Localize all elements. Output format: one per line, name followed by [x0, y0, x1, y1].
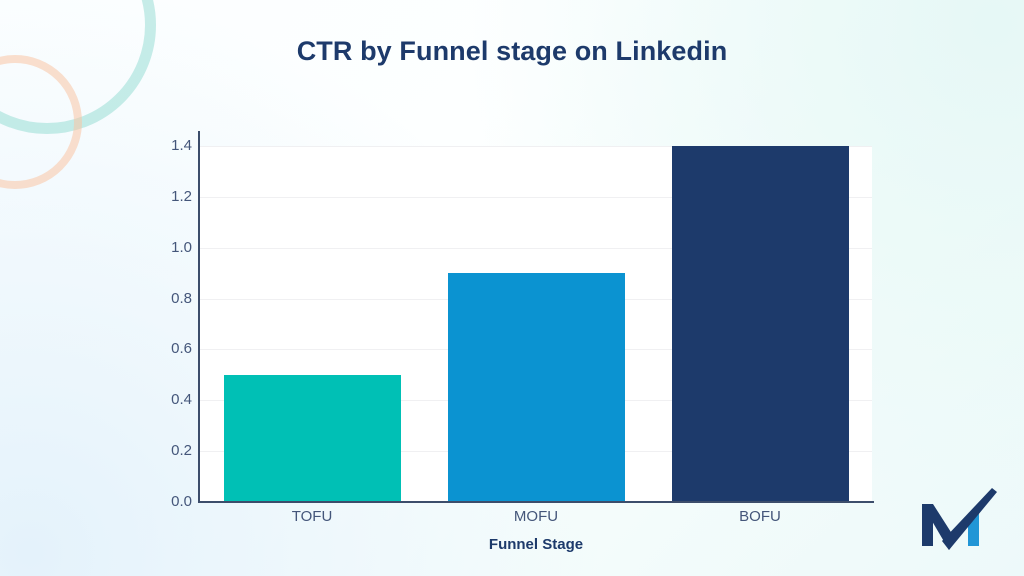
y-tick-label: 1.2: [171, 187, 192, 205]
y-tick-label: 1.0: [171, 238, 192, 256]
decorative-mint-circle: [0, 0, 156, 134]
chart-title: CTR by Funnel stage on Linkedin: [296, 36, 728, 66]
y-tick-label: 0.8: [171, 289, 192, 307]
y-tick-label: 1.4: [171, 137, 192, 154]
y-tick-label: 0.4: [171, 391, 192, 409]
y-tick-label: 0.6: [171, 340, 192, 358]
x-tick-label-bofu: BOFU: [739, 508, 781, 525]
brand-logo-icon: [922, 488, 997, 550]
y-tick-label: 0.0: [171, 493, 192, 510]
gridline: [200, 247, 872, 249]
decorative-peach-circle: [0, 55, 82, 189]
gridline: [200, 146, 872, 147]
bar-tofu: [223, 374, 401, 502]
x-axis-spine: [198, 501, 874, 504]
x-tick-label-tofu: TOFU: [291, 508, 333, 525]
bar-mofu: [447, 273, 625, 502]
y-axis-spine: [198, 131, 201, 503]
y-tick-label: 0.2: [171, 442, 192, 460]
plot-area: [200, 146, 872, 502]
gridline: [200, 196, 872, 198]
x-tick-label-mofu: MOFU: [513, 508, 559, 525]
x-axis-title: Funnel Stage: [488, 536, 584, 553]
bar-bofu: [671, 146, 849, 502]
y-axis-tick-labels: 0.0 0.2 0.4 0.6 0.8 1.0 1.2 1.4: [140, 0, 192, 576]
